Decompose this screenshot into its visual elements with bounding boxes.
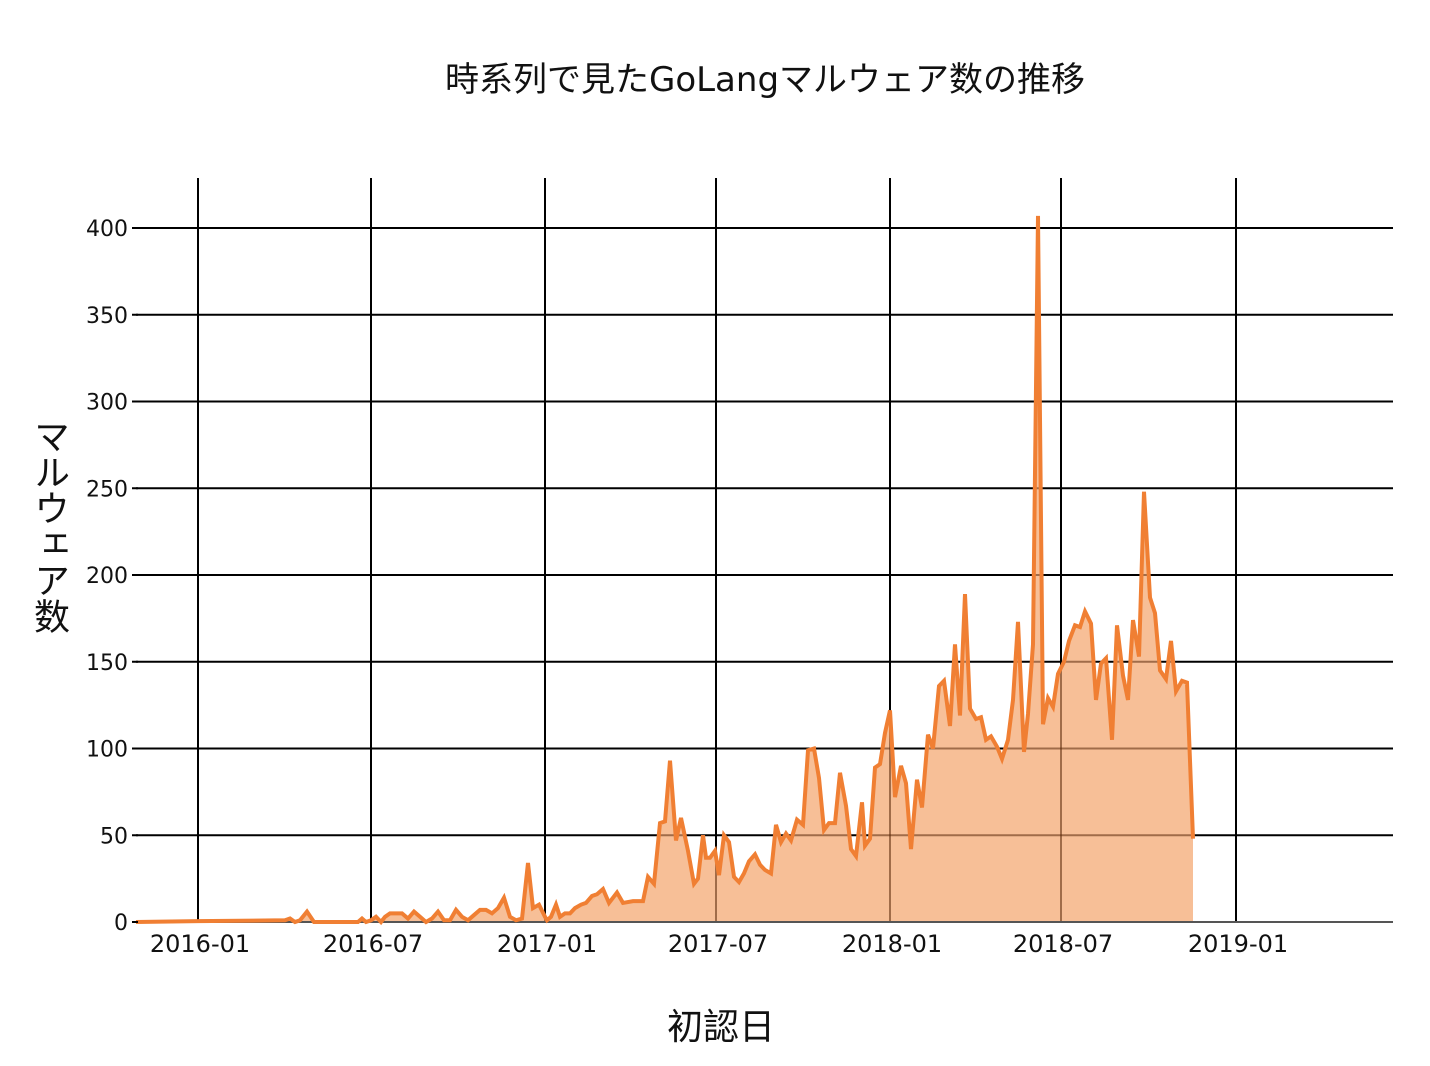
y-tick-label: 200 [86, 564, 128, 589]
x-tick-label: 2016-01 [150, 930, 250, 958]
series-line [135, 215, 1195, 926]
y-tick-label: 400 [86, 217, 128, 242]
y-axis-label: マルウェア数 [28, 418, 69, 634]
chart-title: 時系列で見たGoLangマルウェア数の推移 [444, 60, 1086, 100]
y-tick-label: 0 [114, 911, 128, 936]
y-tick-label: 150 [86, 651, 128, 676]
x-tick-label: 2019-01 [1188, 930, 1288, 958]
y-tick-label: 350 [86, 304, 128, 329]
grid-lines-overlay [136, 215, 1393, 923]
y-tick-label: 50 [100, 824, 128, 849]
y-tick-label: 250 [86, 477, 128, 502]
x-axis-label: 初認日 [666, 1007, 775, 1048]
x-tick-label: 2017-01 [497, 930, 597, 958]
grid-lines [136, 178, 1393, 922]
x-tick-label: 2017-07 [668, 930, 768, 958]
y-tick-label: 300 [86, 391, 128, 416]
x-axis: 2016-01 2016-07 2017-01 2017-07 2018-01 2018-… [150, 930, 1288, 958]
y-tick-label: 100 [86, 738, 128, 763]
x-tick-label: 2018-07 [1013, 930, 1113, 958]
y-axis: 0 50 100 150 200 250 300 350 400 [86, 217, 138, 936]
x-tick-label: 2018-01 [842, 930, 942, 958]
x-tick-label: 2016-07 [323, 930, 423, 958]
